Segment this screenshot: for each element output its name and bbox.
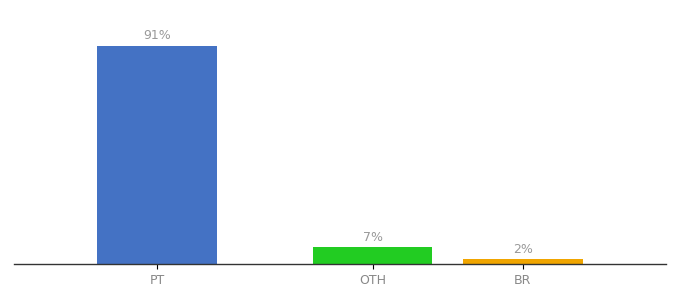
Text: 7%: 7% bbox=[362, 231, 383, 244]
Text: 2%: 2% bbox=[513, 243, 532, 256]
Text: 91%: 91% bbox=[143, 29, 171, 42]
Bar bbox=[313, 247, 432, 264]
Bar bbox=[463, 259, 583, 264]
Bar bbox=[97, 46, 217, 264]
